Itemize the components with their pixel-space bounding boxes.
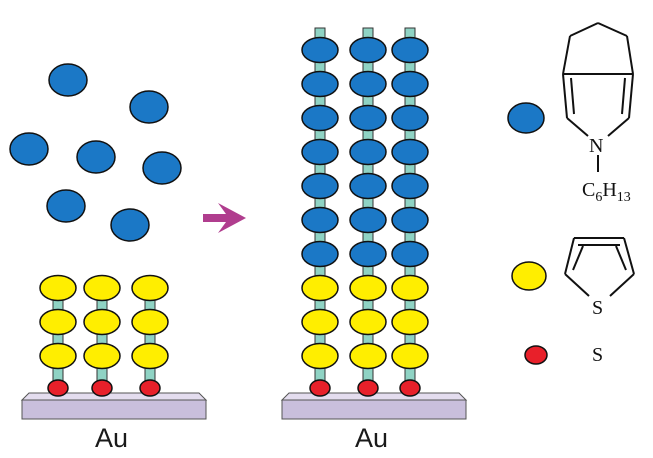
pyrrole-unit: [349, 70, 387, 98]
free-blue-monomer: [46, 189, 86, 223]
thiophene-unit: [83, 342, 121, 370]
polymer-chain: [391, 27, 429, 397]
left-chains: [39, 274, 169, 397]
thiophene-unit: [391, 274, 429, 302]
legend-sulfur: S: [524, 344, 603, 366]
thiophene-unit: [83, 308, 121, 336]
polymer-chain: [301, 27, 339, 397]
free-blue-monomer: [129, 90, 169, 124]
polymer-chain: [349, 27, 387, 397]
pyrrole-unit: [391, 104, 429, 132]
thiophene-unit: [391, 342, 429, 370]
right-chains: [301, 27, 429, 397]
right-substrate-label: Au: [355, 423, 389, 453]
thiophene-unit: [301, 342, 339, 370]
free-blue-monomer: [142, 151, 182, 185]
pyrrole-unit: [349, 104, 387, 132]
pyrrole-unit: [391, 172, 429, 200]
legend-blue-monomer: [507, 102, 545, 134]
polymer-chain: [39, 274, 77, 397]
polymer-chain: [131, 274, 169, 397]
pyrrole-unit: [301, 138, 339, 166]
sulfur-label: S: [592, 344, 603, 366]
pyrrole-unit: [301, 104, 339, 132]
nitrogen-label: N: [589, 135, 603, 157]
free-blue-monomer: [110, 208, 150, 242]
pyrrole-unit: [391, 240, 429, 268]
pyrrole-unit: [391, 70, 429, 98]
sulfur-anchor: [399, 379, 421, 397]
sulfur-anchor: [357, 379, 379, 397]
thiophene-unit: [39, 274, 77, 302]
legend-yellow-monomer: [511, 261, 547, 291]
sulfur-anchor: [139, 379, 161, 397]
legend-red-anchor: [524, 345, 548, 365]
thiophene-unit: [301, 274, 339, 302]
pyrrole-unit: [349, 240, 387, 268]
pyrrole-unit: [301, 240, 339, 268]
pyrrole-unit: [301, 172, 339, 200]
polymer-chain: [83, 274, 121, 397]
pyrrole-unit: [301, 70, 339, 98]
pyrrole-structure-icon: [562, 22, 634, 172]
thiophene-unit: [349, 342, 387, 370]
thiophene-sulfur-label: S: [592, 297, 603, 319]
pyrrole-unit: [349, 138, 387, 166]
left-gold-substrate: [20, 392, 208, 420]
thiophene-unit: [349, 274, 387, 302]
sulfur-anchor: [47, 379, 69, 397]
free-blue-monomer: [76, 140, 116, 174]
pyrrole-unit: [391, 138, 429, 166]
right-assembly: [280, 27, 468, 420]
sulfur-anchor: [91, 379, 113, 397]
chain-linker: [52, 287, 64, 389]
free-monomers-group: [9, 63, 182, 242]
thiophene-unit: [39, 308, 77, 336]
left-assembly: [20, 274, 208, 420]
pyrrole-unit: [349, 206, 387, 234]
chain-linker: [96, 287, 108, 389]
thiophene-unit: [39, 342, 77, 370]
free-blue-monomer: [9, 132, 49, 166]
pyrrole-unit: [391, 206, 429, 234]
thiophene-unit: [83, 274, 121, 302]
legend-thiophene: S: [511, 237, 635, 319]
pyrrole-unit: [349, 36, 387, 64]
pyrrole-unit: [301, 206, 339, 234]
left-substrate-label: Au: [95, 423, 129, 453]
free-blue-monomer: [48, 63, 88, 97]
thiophene-unit: [131, 308, 169, 336]
right-gold-substrate: [280, 392, 468, 420]
pyrrole-unit: [301, 36, 339, 64]
pyrrole-unit: [349, 172, 387, 200]
chain-linker: [144, 287, 156, 389]
thiophene-unit: [301, 308, 339, 336]
thiophene-unit: [131, 274, 169, 302]
reaction-arrow: [203, 203, 246, 233]
thiophene-structure-icon: [564, 237, 635, 297]
legend-pyrrole: N C6H13: [507, 22, 634, 205]
pyrrole-unit: [391, 36, 429, 64]
thiophene-unit: [391, 308, 429, 336]
thiophene-unit: [349, 308, 387, 336]
sulfur-anchor: [309, 379, 331, 397]
hexyl-group-label: C6H13: [582, 179, 631, 205]
thiophene-unit: [131, 342, 169, 370]
